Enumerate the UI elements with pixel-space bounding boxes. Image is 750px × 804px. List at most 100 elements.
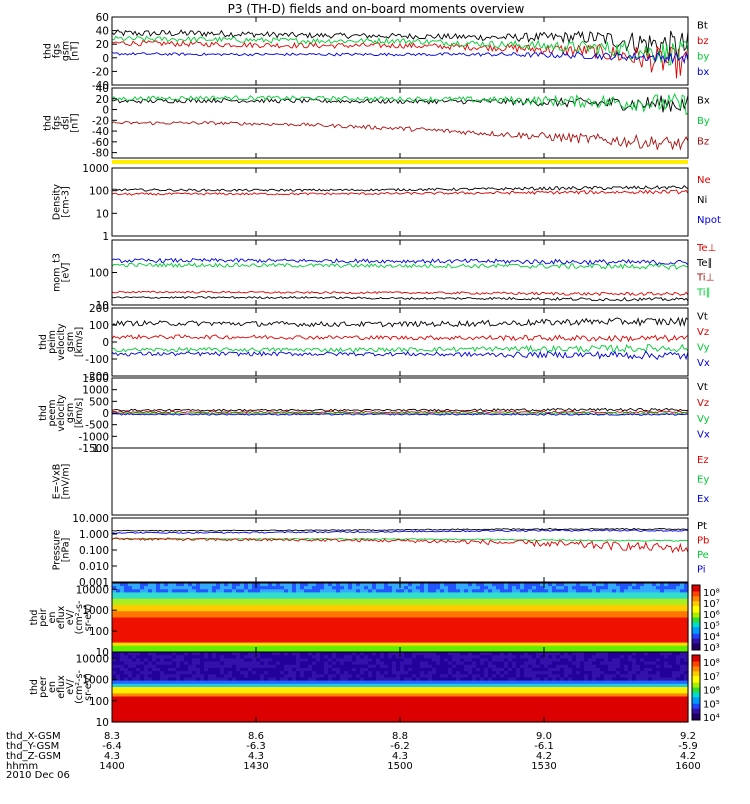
spectrogram-cell [660, 621, 665, 625]
spectrogram-cell [380, 630, 385, 634]
spectrogram-cell [356, 630, 361, 634]
spectrogram-cell [568, 646, 573, 650]
spectrogram-cell [548, 611, 553, 615]
spectrogram-cell [352, 636, 357, 640]
spectrogram-cell [496, 596, 501, 600]
spectrogram-cell [500, 602, 505, 606]
spectrogram-cell [588, 602, 593, 606]
legend-Bt: Bt [697, 21, 708, 32]
spectrogram-cell [432, 611, 437, 615]
spectrogram-cell [172, 602, 177, 606]
spectrogram-cell [500, 630, 505, 634]
spectrogram-cell [200, 636, 205, 640]
spectrogram-cell [404, 596, 409, 600]
spectrogram-cell [352, 646, 357, 650]
spectrogram-cell [352, 596, 357, 600]
spectrogram-cell [212, 596, 217, 600]
spectrogram-cell [636, 621, 641, 625]
spectrogram-cell [252, 602, 257, 606]
spectrogram-cell [216, 630, 221, 634]
spectrogram-cell [528, 630, 533, 634]
spectrogram-cell [608, 611, 613, 615]
spectrogram-cell [676, 621, 681, 625]
spectrogram-cell [264, 636, 269, 640]
spectrogram-cell [272, 630, 277, 634]
spectrogram-cell [524, 621, 529, 625]
spectrogram-cell [420, 586, 425, 590]
spectrogram-cell [304, 596, 309, 600]
spectrogram-cell [668, 611, 673, 615]
spectrogram-cell [116, 636, 121, 640]
spectrogram-cell [288, 636, 293, 640]
spectrogram-cell [328, 586, 333, 590]
spectrogram-cell [600, 621, 605, 625]
spectrogram-cell [504, 596, 509, 600]
spectrogram-cell [548, 636, 553, 640]
spectrogram-cell [120, 621, 125, 625]
spectrogram-cell [176, 646, 181, 650]
spectrogram-cell [292, 596, 297, 600]
legend-Vz: Vz [697, 398, 709, 409]
spectrogram-cell [468, 646, 473, 650]
spectrogram-cell [620, 636, 625, 640]
spectrogram-cell [168, 611, 173, 615]
spectrogram-cell [140, 636, 145, 640]
spectrogram-cell [588, 646, 593, 650]
spectrogram-cell [240, 611, 245, 615]
spectrogram-cell [288, 646, 293, 650]
spectrogram-cell [304, 630, 309, 634]
spectrogram-cell [176, 596, 181, 600]
spectrogram-cell [396, 611, 401, 615]
spectrogram-cell [308, 596, 313, 600]
spectrogram-cell [116, 602, 121, 606]
spectrogram-cell [128, 630, 133, 634]
spectrogram-cell [356, 611, 361, 615]
spectrogram-cell [376, 586, 381, 590]
spectrogram-cell [380, 646, 385, 650]
spectrogram-cell [284, 646, 289, 650]
spectrogram-cell [124, 630, 129, 634]
spectrogram-cell [288, 586, 293, 590]
spectrogram-cell [632, 630, 637, 634]
spectrogram-cell [456, 636, 461, 640]
panel-frame [112, 240, 688, 305]
spectrogram-cell [536, 611, 541, 615]
spectrogram-cell [232, 611, 237, 615]
spectrogram-cell [644, 611, 649, 615]
spectrogram-cell [416, 611, 421, 615]
spectrogram-cell [584, 596, 589, 600]
spectrogram-cell [360, 611, 365, 615]
spectrogram-cell [360, 646, 365, 650]
spectrogram-peer_eflux [112, 652, 689, 723]
spectrogram-cell [436, 646, 441, 650]
spectrogram-cell [548, 602, 553, 606]
spectrogram-cell [440, 611, 445, 615]
spectrogram-cell [460, 602, 465, 606]
spectrogram-cell [504, 646, 509, 650]
spectrogram-cell [364, 586, 369, 590]
spectrogram-cell [424, 636, 429, 640]
legend-by: by [697, 52, 709, 63]
spectrogram-cell [428, 621, 433, 625]
spectrogram-cell [672, 611, 677, 615]
y-tick-label: -100 [85, 354, 109, 366]
spectrogram-cell [164, 646, 169, 650]
spectrogram-cell [116, 611, 121, 615]
spectrogram-cell [244, 596, 249, 600]
spectrogram-cell [324, 636, 329, 640]
legend-Ti∥: Ti∥ [696, 287, 711, 298]
spectrogram-cell [204, 636, 209, 640]
spectrogram-cell [640, 621, 645, 625]
spectrogram-cell [640, 596, 645, 600]
spectrogram-cell [556, 646, 561, 650]
spectrogram-cell [156, 636, 161, 640]
spectrogram-cell [588, 621, 593, 625]
spectrogram-cell [436, 596, 441, 600]
spectrogram-cell [364, 596, 369, 600]
spectrogram-cell [156, 602, 161, 606]
spectrogram-cell [404, 630, 409, 634]
spectrogram-cell [328, 621, 333, 625]
legend-Bx: Bx [697, 95, 710, 106]
spectrogram-cell [332, 630, 337, 634]
spectrogram-cell [428, 646, 433, 650]
